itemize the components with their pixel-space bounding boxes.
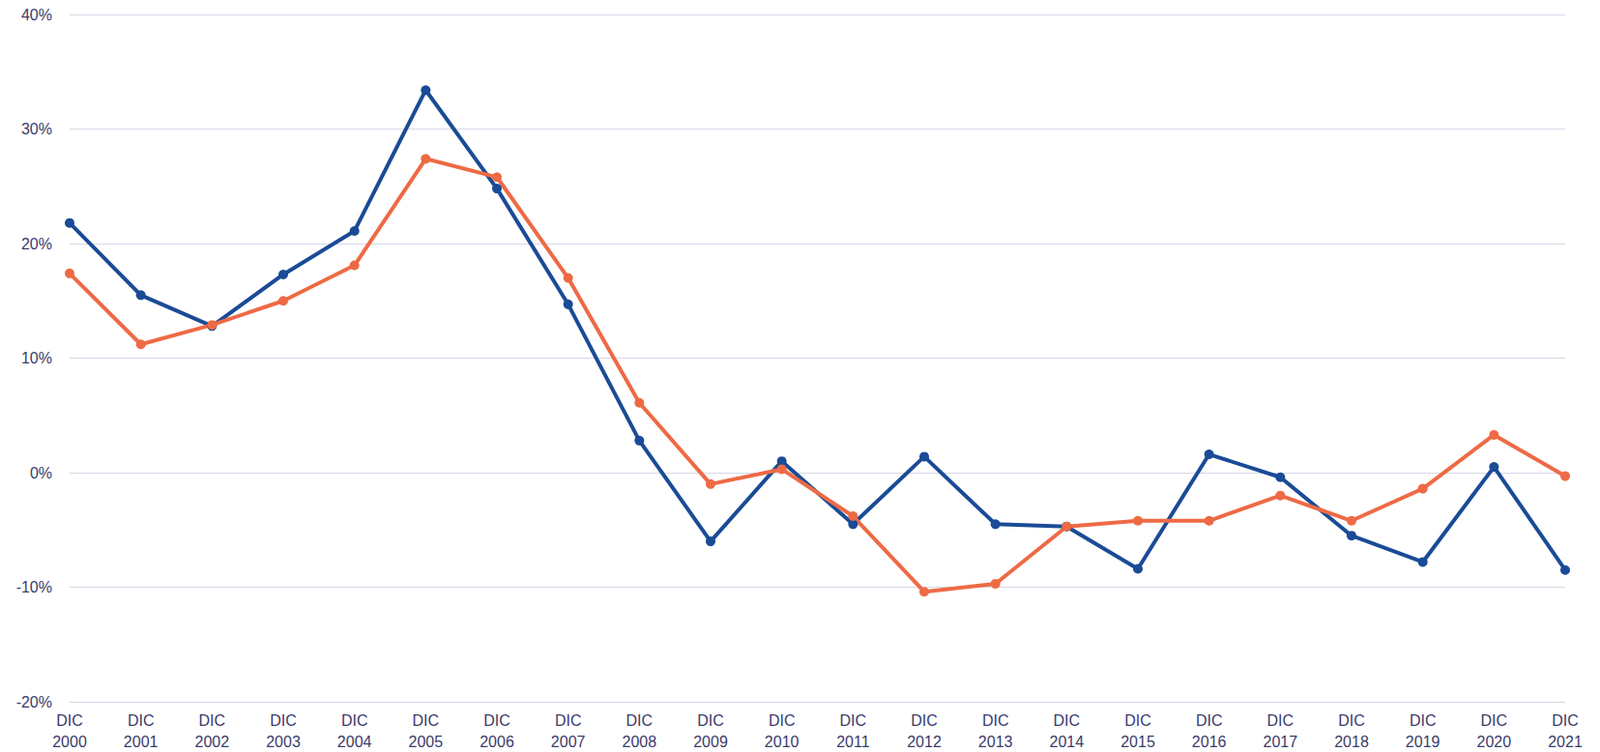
svg-text:DIC: DIC xyxy=(1409,712,1437,729)
svg-text:DIC: DIC xyxy=(483,712,511,729)
svg-text:2002: 2002 xyxy=(195,733,231,751)
svg-text:-10%: -10% xyxy=(16,579,53,596)
svg-text:2003: 2003 xyxy=(265,733,301,751)
svg-text:2004: 2004 xyxy=(337,733,373,751)
svg-text:2012: 2012 xyxy=(906,733,942,751)
svg-text:2000: 2000 xyxy=(52,733,88,751)
svg-text:DIC: DIC xyxy=(982,712,1010,729)
svg-text:DIC: DIC xyxy=(127,712,155,729)
svg-text:2018: 2018 xyxy=(1334,733,1369,751)
svg-text:DIC: DIC xyxy=(1267,712,1295,729)
svg-text:DIC: DIC xyxy=(341,712,369,729)
svg-text:DIC: DIC xyxy=(1481,712,1509,729)
svg-text:DIC: DIC xyxy=(554,712,582,729)
svg-text:2009: 2009 xyxy=(693,733,728,751)
svg-text:30%: 30% xyxy=(21,120,53,138)
svg-text:20%: 20% xyxy=(21,235,53,253)
svg-text:DIC: DIC xyxy=(1053,712,1081,729)
svg-text:2014: 2014 xyxy=(1049,733,1085,751)
svg-text:DIC: DIC xyxy=(199,712,227,729)
svg-text:DIC: DIC xyxy=(840,712,868,729)
svg-text:2013: 2013 xyxy=(978,733,1014,751)
svg-text:DIC: DIC xyxy=(697,712,725,729)
svg-text:2015: 2015 xyxy=(1120,733,1156,751)
svg-text:40%: 40% xyxy=(21,6,53,24)
svg-text:DIC: DIC xyxy=(269,712,297,729)
svg-text:DIC: DIC xyxy=(1551,712,1579,729)
svg-text:2021: 2021 xyxy=(1547,733,1583,751)
svg-text:2001: 2001 xyxy=(123,733,159,751)
svg-text:DIC: DIC xyxy=(1124,712,1152,729)
svg-text:2017: 2017 xyxy=(1263,733,1299,751)
svg-text:-20%: -20% xyxy=(16,694,53,711)
svg-text:2007: 2007 xyxy=(551,733,586,751)
svg-text:DIC: DIC xyxy=(1338,712,1366,729)
svg-text:DIC: DIC xyxy=(412,712,440,729)
svg-text:DIC: DIC xyxy=(910,712,938,729)
svg-text:2019: 2019 xyxy=(1405,733,1441,751)
svg-text:10%: 10% xyxy=(21,349,53,367)
svg-text:2011: 2011 xyxy=(836,733,871,751)
svg-text:DIC: DIC xyxy=(626,712,654,729)
svg-text:2016: 2016 xyxy=(1192,733,1227,751)
svg-text:2005: 2005 xyxy=(408,733,444,751)
svg-text:2020: 2020 xyxy=(1477,733,1513,751)
svg-text:DIC: DIC xyxy=(1195,712,1223,729)
svg-text:DIC: DIC xyxy=(768,712,796,729)
svg-text:DIC: DIC xyxy=(56,712,84,729)
svg-text:0%: 0% xyxy=(29,465,53,482)
svg-text:2006: 2006 xyxy=(479,733,515,751)
svg-text:2008: 2008 xyxy=(622,733,658,751)
svg-text:2010: 2010 xyxy=(764,733,800,751)
